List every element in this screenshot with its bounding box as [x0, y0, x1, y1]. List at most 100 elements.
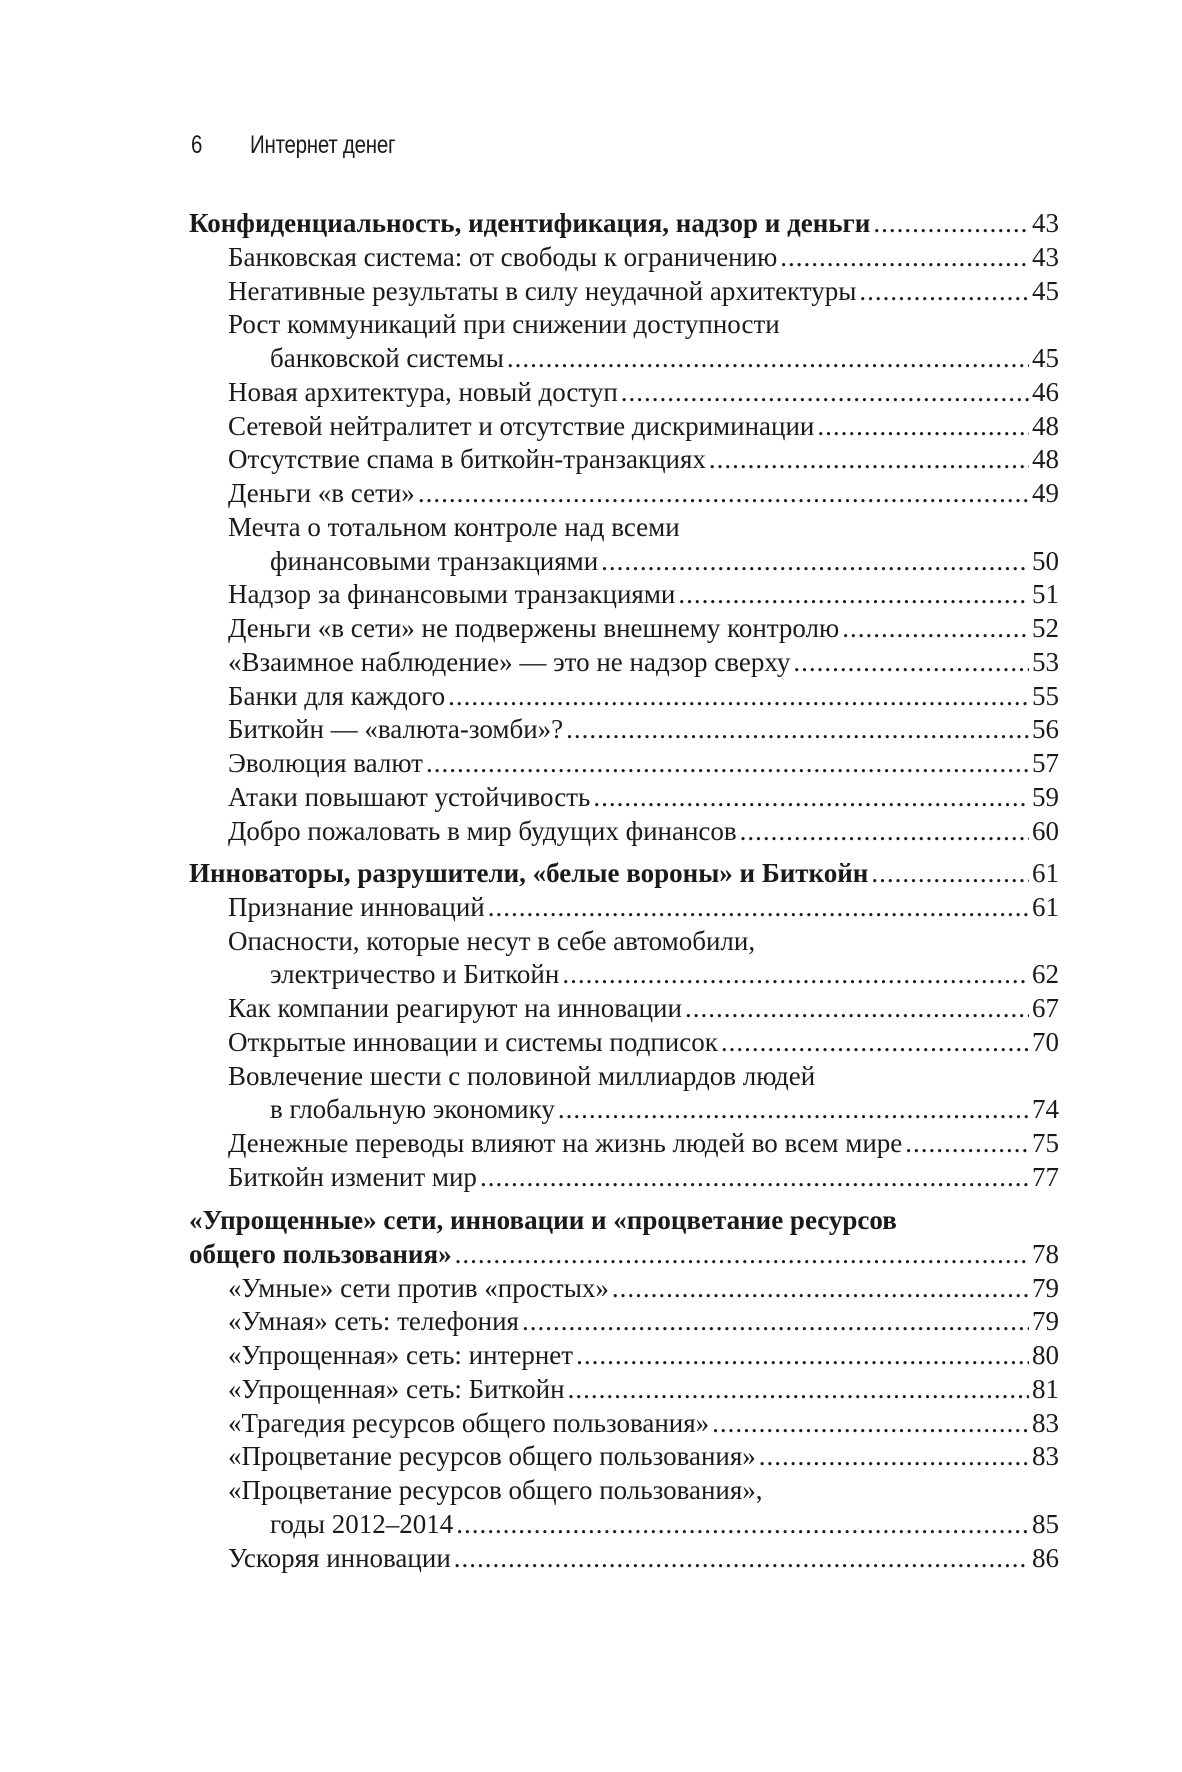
dot-leader: [448, 680, 1029, 714]
entry-page: 50: [1032, 545, 1059, 576]
dot-leader: [842, 612, 1029, 646]
entry-page: 67: [1032, 993, 1059, 1023]
entry-title: Вовлечение шести с половиной миллиардов …: [228, 1060, 816, 1091]
entry-title: «Трагедия ресурсов общего пользования»: [228, 1407, 710, 1438]
toc-entry: Надзор за финансовыми транзакциями 51: [189, 578, 1059, 612]
entry-title: Инноваторы, разрушители, «белые вороны» …: [189, 858, 869, 888]
toc-entry: Банки для каждого 55: [189, 680, 1059, 714]
entry-title: Банки для каждого: [228, 680, 446, 711]
toc-entry: в глобальную экономику 74: [189, 1093, 1059, 1127]
entry-title: Эволюция валют: [228, 748, 423, 778]
toc-entry: Новая архитектура, новый доступ 46: [189, 376, 1059, 410]
entry-title: в глобальную экономику: [270, 1094, 555, 1125]
dot-leader: [562, 958, 1029, 992]
toc-section: Инноваторы, разрушители, «белые вороны» …: [189, 857, 1059, 1195]
entry-page: 56: [1032, 714, 1059, 745]
entry-page: 70: [1032, 1026, 1059, 1057]
dot-leader: [709, 443, 1029, 477]
toc-entry: Сетевой нейтралитет и отсутствие дискрим…: [189, 410, 1059, 444]
toc-entry: Признание инноваций 61: [189, 891, 1059, 925]
dot-leader: [759, 1440, 1029, 1474]
dot-leader: [793, 646, 1029, 680]
toc-entry: «Взаимное наблюдение» — это не надзор св…: [189, 646, 1059, 680]
entry-title: «Умная» сеть: телефония: [228, 1306, 519, 1337]
page-number: 6: [191, 131, 203, 159]
toc-entry: Вовлечение шести с половиной миллиардов …: [189, 1060, 1059, 1094]
toc-entry: общего пользования» 78: [189, 1238, 1059, 1272]
entry-page: 48: [1032, 410, 1059, 441]
entry-title: Новая архитектура, новый доступ: [228, 376, 618, 407]
entry-title: Признание инноваций: [228, 891, 485, 922]
toc-entry: Ускоряя инновации 86: [189, 1542, 1059, 1576]
entry-title: Деньги «в сети»: [228, 478, 415, 508]
entry-page: 77: [1032, 1161, 1059, 1192]
toc-entry: «Трагедия ресурсов общего пользования» 83: [189, 1407, 1059, 1441]
dot-leader: [612, 1272, 1029, 1306]
entry-title: Деньги «в сети» не подвержены внешнему к…: [228, 613, 840, 643]
entry-title: общего пользования»: [189, 1238, 452, 1269]
entry-title: Сетевой нейтралитет и отсутствие дискрим…: [228, 410, 815, 441]
entry-title: Негативные результаты в силу неудачной а…: [228, 275, 857, 306]
dot-leader: [871, 857, 1029, 891]
entry-page: 46: [1032, 376, 1059, 407]
entry-title: Рост коммуникаций при снижении доступнос…: [228, 309, 780, 340]
dot-leader: [454, 1542, 1029, 1576]
entry-page: 62: [1032, 959, 1059, 990]
entry-title: Отсутствие спама в биткойн-транзакциях: [228, 444, 706, 475]
entry-page: 60: [1032, 815, 1059, 846]
entry-title: Биткойн изменит мир: [228, 1161, 477, 1192]
entry-title: «Упрощенные» сети, инновации и «процвета…: [189, 1205, 897, 1235]
dot-leader: [507, 342, 1029, 376]
toc-entry: финансовыми транзакциями 50: [189, 545, 1059, 579]
entry-page: 59: [1032, 781, 1059, 812]
entry-title: Денежные переводы влияют на жизнь людей …: [228, 1128, 903, 1158]
dot-leader: [601, 545, 1029, 579]
entry-title: Надзор за финансовыми транзакциями: [228, 579, 676, 610]
dot-leader: [780, 241, 1029, 275]
entry-page: 51: [1032, 579, 1059, 610]
toc-entry: Атаки повышают устойчивость 59: [189, 781, 1059, 815]
toc-entry: Биткойн изменит мир 77: [189, 1161, 1059, 1195]
toc-entry: годы 2012–2014 85: [189, 1508, 1059, 1542]
entry-title: Мечта о тотальном контроле над всеми: [228, 511, 680, 542]
entry-title: Ускоряя инновации: [228, 1542, 451, 1573]
entry-page: 79: [1032, 1272, 1059, 1303]
dot-leader: [456, 1508, 1029, 1542]
dot-leader: [859, 275, 1029, 309]
toc-entry: «Процветание ресурсов общего пользования…: [189, 1474, 1059, 1508]
entry-title: годы 2012–2014: [270, 1508, 454, 1539]
entry-title: «Упрощенная» сеть: Биткойн: [228, 1373, 565, 1404]
entry-page: 78: [1032, 1238, 1059, 1269]
dot-leader: [740, 815, 1029, 849]
entry-title: Опасности, которые несут в себе автомоби…: [228, 925, 756, 956]
entry-page: 45: [1032, 275, 1059, 306]
dot-leader: [593, 781, 1029, 815]
entry-page: 61: [1032, 891, 1059, 922]
dot-leader: [488, 891, 1029, 925]
dot-leader: [817, 410, 1029, 444]
toc-entry: Эволюция валют 57: [189, 747, 1059, 781]
entry-title: финансовыми транзакциями: [270, 545, 599, 576]
entry-title: «Процветание ресурсов общего пользования…: [228, 1441, 756, 1472]
entry-title: Конфиденциальность, идентификация, надзо…: [189, 208, 871, 238]
entry-title: Открытые инновации и системы подписок: [228, 1026, 718, 1057]
entry-page: 43: [1032, 208, 1059, 238]
toc-entry: Денежные переводы влияют на жизнь людей …: [189, 1127, 1059, 1161]
entry-title: Как компании реагируют на инновации: [228, 993, 682, 1023]
entry-page: 53: [1032, 646, 1059, 677]
entry-page: 83: [1032, 1441, 1059, 1472]
toc-entry: «Упрощенная» сеть: Биткойн 81: [189, 1373, 1059, 1407]
entry-page: 79: [1032, 1306, 1059, 1337]
dot-leader: [455, 1238, 1029, 1272]
dot-leader: [721, 1026, 1029, 1060]
toc-entry: Конфиденциальность, идентификация, надзо…: [189, 207, 1059, 241]
running-title: Интернет денег: [250, 131, 396, 159]
dot-leader: [905, 1127, 1029, 1161]
entry-title: банковской системы: [270, 343, 504, 373]
toc-entry: Открытые инновации и системы подписок 70: [189, 1026, 1059, 1060]
entry-page: 74: [1032, 1094, 1059, 1125]
entry-page: 61: [1032, 858, 1059, 888]
entry-page: 52: [1032, 613, 1059, 643]
toc-entry: электричество и Биткойн 62: [189, 958, 1059, 992]
dot-leader: [576, 1339, 1029, 1373]
